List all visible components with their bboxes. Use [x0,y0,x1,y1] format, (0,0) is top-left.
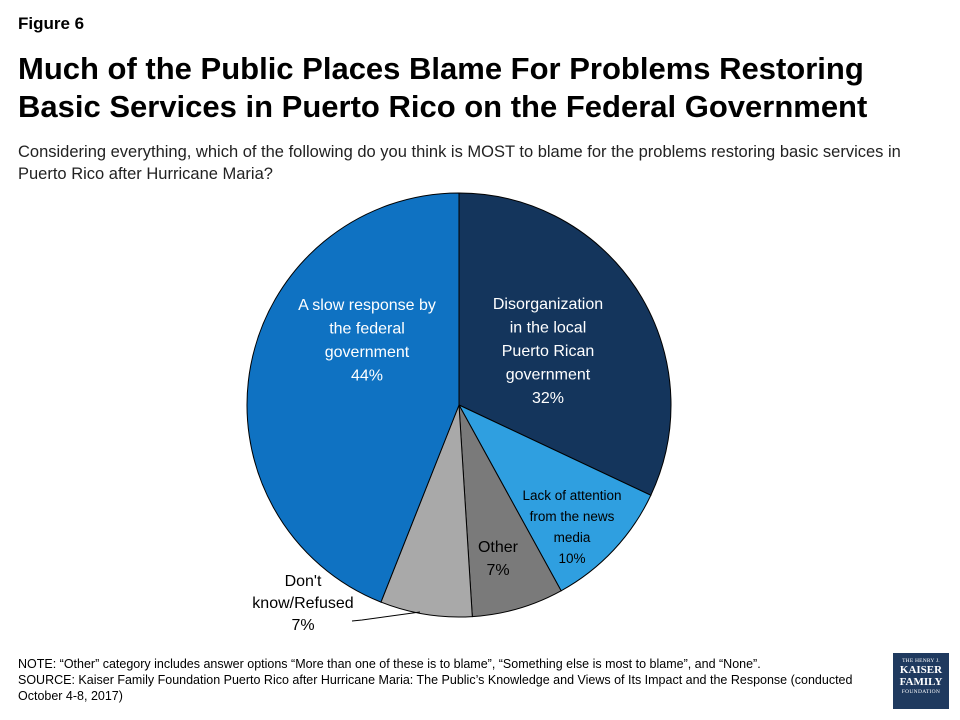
leader-line [351,611,421,622]
slice-label-0: Disorganization in the local Puerto Rican g… [493,296,603,407]
logo-line-3: FAMILY [899,676,943,688]
slice-label-2: Other 7% [478,539,519,579]
pie-slice-4 [246,192,460,603]
slice-label-3: Don't know/Refused 7% [252,573,353,634]
pie-slice-0 [458,192,672,496]
figure-label: Figure 6 [18,14,85,33]
kff-logo: THE HENRY J. KAISER FAMILY FOUNDATION [893,653,949,709]
note-text: NOTE: “Other” category includes answer o… [18,657,761,671]
pie-chart: Disorganization in the local Puerto Rican g… [246,192,672,634]
logo-line-2: KAISER [899,664,943,676]
slice-label-4: A slow response by the federal government 4… [298,297,436,385]
pie-slice-1 [457,403,652,592]
chart-notes: NOTE: “Other” category includes answer o… [18,656,878,704]
slice-label-1: Lack of attention from the news media 10% [522,488,621,566]
source-text: SOURCE: Kaiser Family Foundation Puerto … [18,673,853,703]
chart-title: Much of the Public Places Blame For Prob… [18,51,868,124]
chart-subtitle: Considering everything, which of the fol… [18,143,901,183]
logo-line-1: THE HENRY J. [902,658,940,664]
logo-line-4: FOUNDATION [901,689,941,695]
